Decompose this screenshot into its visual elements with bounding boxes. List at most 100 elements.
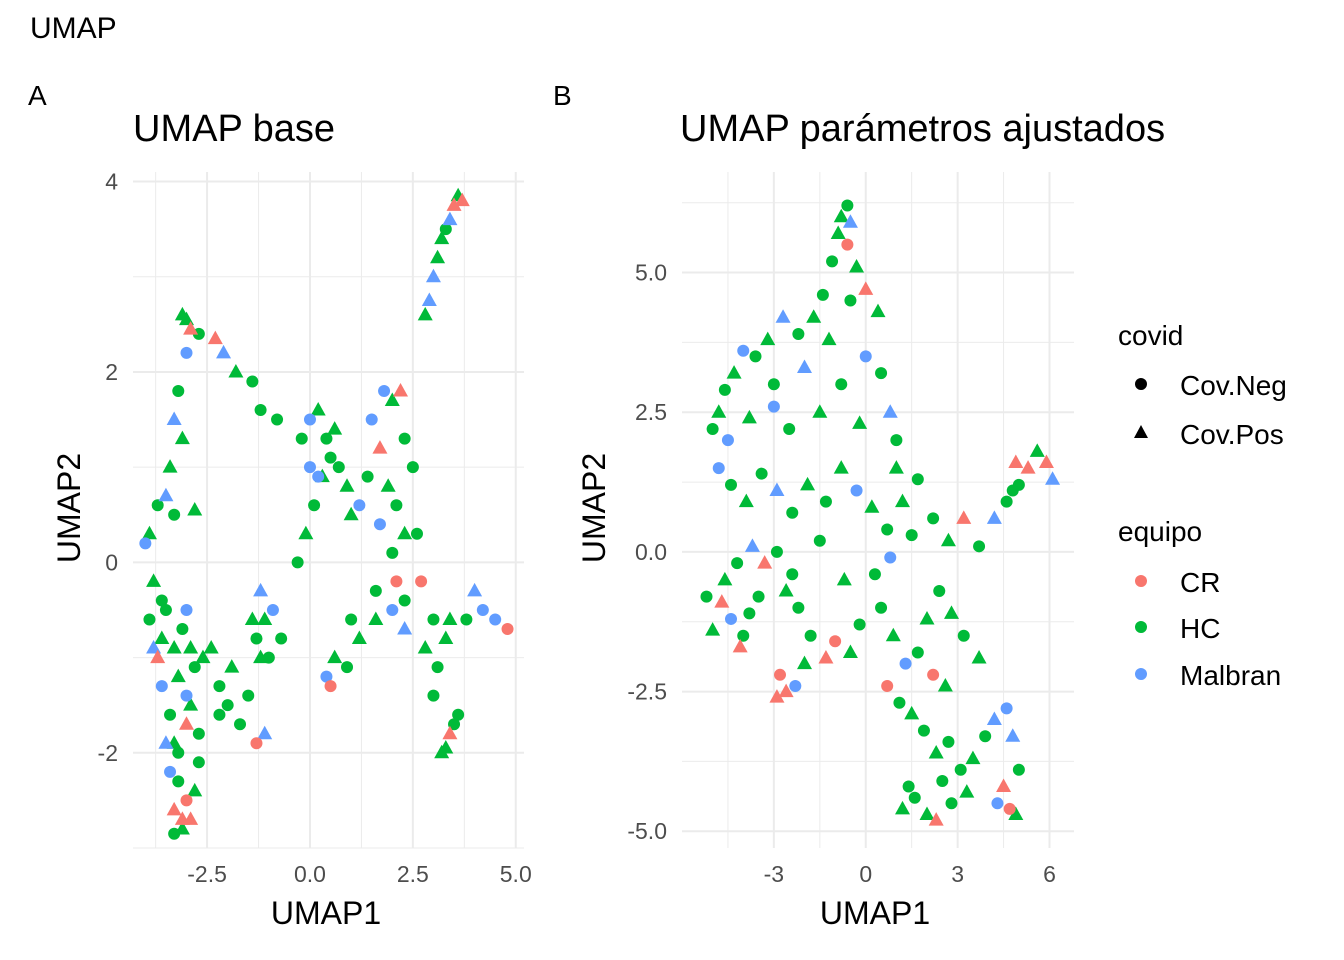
data-point-circle-a (303, 413, 316, 426)
data-point-circle-a (386, 546, 399, 559)
data-point-circle-a (390, 575, 403, 588)
data-point-triangle-a (207, 330, 223, 345)
data-point-circle-b (844, 294, 857, 307)
data-point-circle-b (816, 288, 829, 301)
data-point-triangle-a (146, 640, 162, 654)
data-point-triangle-a (380, 478, 396, 492)
data-point-triangle-b (971, 650, 987, 664)
data-point-triangle-a (203, 640, 219, 654)
data-point-circle-a (398, 594, 411, 607)
data-point-triangle-a (442, 725, 458, 740)
data-point-circle-a (172, 775, 185, 788)
data-point-circle-a (365, 413, 378, 426)
data-point-triangle-a (442, 611, 458, 625)
data-point-circle-b (813, 534, 826, 547)
data-point-circle-b (881, 523, 894, 536)
data-point-triangle-a (158, 487, 174, 502)
data-point-triangle-b (738, 493, 754, 508)
points-a (139, 187, 514, 840)
data-point-triangle-a (183, 640, 199, 654)
data-point-triangle-b (717, 571, 733, 586)
data-point-triangle-a (174, 820, 190, 835)
data-point-triangle-a (327, 421, 343, 435)
data-point-circle-a (410, 527, 423, 540)
legend-shape-item-1: Cov.Pos (1180, 419, 1284, 450)
data-point-circle-b (743, 607, 756, 620)
data-point-triangle-a (397, 621, 413, 635)
data-point-circle-b (706, 422, 719, 435)
data-point-triangle-b (944, 605, 959, 619)
data-point-triangle-b (919, 806, 935, 820)
data-point-circle-a (320, 432, 333, 445)
y-tick-label-a: 2 (105, 359, 118, 385)
data-point-circle-a (415, 575, 428, 588)
data-point-triangle-b (895, 800, 910, 815)
data-point-triangle-a (228, 363, 244, 378)
data-point-circle-a (295, 432, 308, 445)
data-point-triangle-b (1029, 443, 1045, 457)
data-point-triangle-b (775, 309, 791, 323)
data-point-circle-b (917, 724, 930, 737)
data-point-circle-a (406, 461, 419, 474)
data-point-circle-a (452, 708, 465, 721)
data-point-triangle-b (800, 476, 816, 491)
data-point-triangle-b (986, 711, 1002, 726)
data-point-triangle-a (179, 311, 195, 326)
data-point-triangle-a (442, 211, 458, 226)
data-point-circle-a (291, 556, 304, 569)
data-point-circle-b (755, 467, 768, 480)
data-point-circle-a (180, 346, 193, 359)
data-point-circle-b (783, 422, 796, 435)
data-point-circle-a (234, 718, 247, 731)
data-point-circle-a (439, 223, 452, 236)
data-point-triangle-a (166, 640, 182, 654)
data-point-triangle-a (327, 649, 343, 664)
data-point-circle-b (749, 350, 762, 363)
data-point-triangle-a (417, 306, 433, 321)
data-point-circle-b (893, 696, 906, 709)
data-point-circle-a (271, 413, 284, 426)
data-point-circle-b (767, 378, 780, 391)
data-point-circle-b (936, 774, 949, 787)
data-point-triangle-b (888, 460, 904, 474)
data-point-circle-a (341, 661, 354, 674)
data-point-triangle-b (1020, 460, 1036, 474)
data-point-circle-a (390, 499, 403, 512)
data-point-triangle-b (919, 610, 935, 625)
data-point-circle-b (908, 791, 921, 804)
data-point-triangle-a (393, 382, 409, 397)
panel-a-xlabel: UMAP1 (271, 895, 381, 931)
data-point-circle-a (176, 623, 189, 636)
data-point-triangle-a (187, 502, 203, 516)
legend: covid Cov.Neg Cov.Pos equipo CR HC Malbr… (1118, 320, 1287, 691)
data-point-triangle-b (769, 482, 785, 496)
data-point-triangle-b (741, 409, 757, 424)
data-point-circle-a (353, 499, 366, 512)
data-point-circle-a (448, 718, 461, 731)
data-point-triangle-a (195, 649, 211, 664)
data-point-circle-b (1000, 495, 1013, 508)
grid-b (682, 172, 1074, 848)
data-point-triangle-a (421, 292, 437, 307)
data-point-triangle-b (757, 555, 773, 569)
data-point-circle-a (266, 603, 279, 616)
data-point-circle-b (979, 730, 992, 743)
data-point-triangle-b (806, 309, 822, 323)
data-point-triangle-b (852, 415, 868, 429)
data-point-triangle-a (257, 725, 273, 740)
data-point-circle-a (143, 613, 156, 626)
data-point-triangle-b (812, 404, 828, 418)
points-b (700, 199, 1061, 826)
data-point-circle-b (911, 646, 924, 659)
data-point-circle-a (155, 680, 168, 693)
data-point-triangle-b (959, 784, 975, 798)
data-point-circle-b (905, 529, 918, 542)
data-point-circle-a (192, 756, 205, 769)
data-point-circle-a (242, 689, 255, 702)
data-point-triangle-b (870, 303, 886, 318)
data-point-triangle-a (467, 582, 483, 597)
data-point-circle-b (991, 797, 1004, 810)
legend-color-item-0: CR (1180, 567, 1220, 598)
data-point-circle-a (308, 499, 321, 512)
